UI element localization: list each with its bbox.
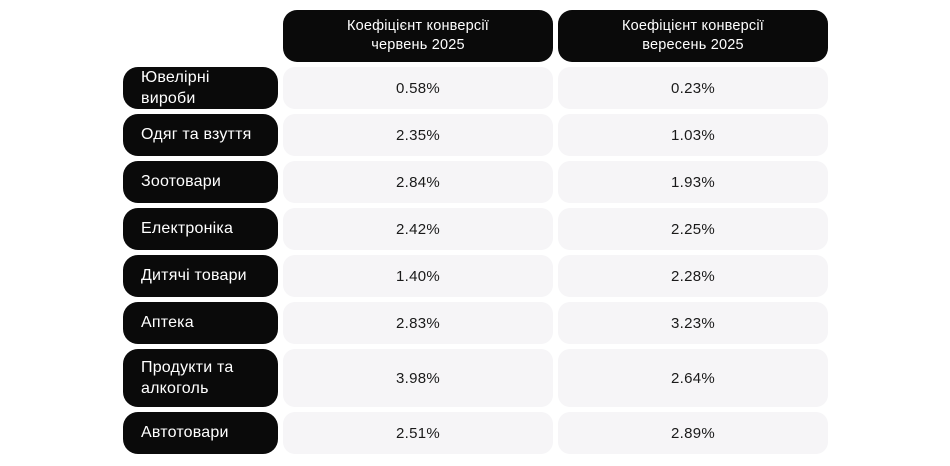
value-september-groceries-alcohol: 2.64% [558, 349, 828, 407]
column-header-september-2025: Коефіцієнт конверсії вересень 2025 [558, 10, 828, 62]
value-september-kids-goods: 2.28% [558, 255, 828, 297]
table-corner-spacer [123, 10, 278, 62]
row-label-pet-goods: Зоотовари [123, 161, 278, 203]
row-label-groceries-alcohol: Продукти та алкоголь [123, 349, 278, 407]
column-header-june-2025: Коефіцієнт конверсії червень 2025 [283, 10, 553, 62]
row-label-auto-goods: Автотовари [123, 412, 278, 454]
value-september-pharmacy: 3.23% [558, 302, 828, 344]
column-header-line2: вересень 2025 [642, 37, 744, 53]
row-label-pharmacy: Аптека [123, 302, 278, 344]
value-september-jewelry: 0.23% [558, 67, 828, 109]
value-september-clothing-shoes: 1.03% [558, 114, 828, 156]
value-june-jewelry: 0.58% [283, 67, 553, 109]
table-grid: Коефіцієнт конверсії червень 2025 Коефіц… [123, 10, 828, 454]
value-june-groceries-alcohol: 3.98% [283, 349, 553, 407]
value-september-electronics: 2.25% [558, 208, 828, 250]
value-june-clothing-shoes: 2.35% [283, 114, 553, 156]
value-june-electronics: 2.42% [283, 208, 553, 250]
value-june-kids-goods: 1.40% [283, 255, 553, 297]
row-label-electronics: Електроніка [123, 208, 278, 250]
value-june-pet-goods: 2.84% [283, 161, 553, 203]
row-label-kids-goods: Дитячі товари [123, 255, 278, 297]
column-header-line1: Коефіцієнт конверсії [621, 18, 765, 34]
row-label-jewelry: Ювелірні вироби [123, 67, 278, 109]
value-june-pharmacy: 2.83% [283, 302, 553, 344]
column-header-line1: Коефіцієнт конверсії [346, 18, 490, 34]
value-june-auto-goods: 2.51% [283, 412, 553, 454]
column-header-line2: червень 2025 [371, 37, 465, 53]
value-september-auto-goods: 2.89% [558, 412, 828, 454]
row-label-clothing-shoes: Одяг та взуття [123, 114, 278, 156]
value-september-pet-goods: 1.93% [558, 161, 828, 203]
